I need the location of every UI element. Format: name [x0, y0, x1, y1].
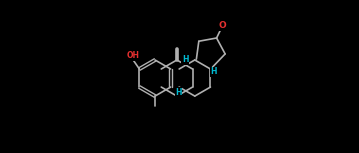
Text: H: H [210, 67, 217, 76]
Text: H: H [182, 55, 188, 64]
Text: O: O [218, 21, 226, 30]
Text: OH: OH [126, 52, 139, 60]
Text: H: H [175, 88, 182, 97]
